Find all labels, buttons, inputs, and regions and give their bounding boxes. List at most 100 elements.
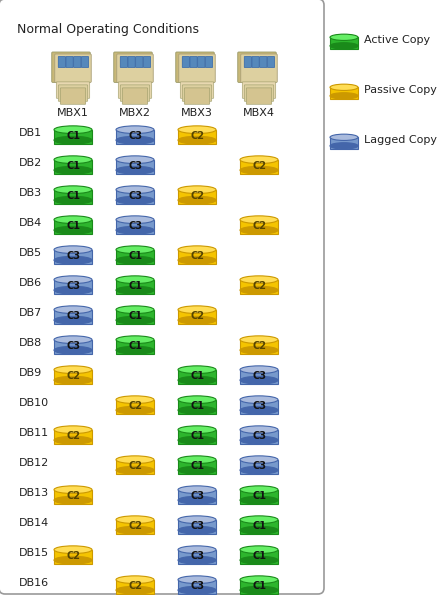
FancyBboxPatch shape <box>0 0 324 594</box>
Ellipse shape <box>330 43 358 49</box>
Ellipse shape <box>116 186 154 193</box>
Ellipse shape <box>330 34 358 40</box>
Ellipse shape <box>54 376 92 384</box>
Ellipse shape <box>240 396 278 403</box>
FancyBboxPatch shape <box>238 52 276 82</box>
Text: C3: C3 <box>66 311 80 321</box>
Text: C3: C3 <box>128 131 142 141</box>
Text: C2: C2 <box>66 431 80 441</box>
Ellipse shape <box>54 216 92 224</box>
FancyBboxPatch shape <box>54 430 92 444</box>
Text: C2: C2 <box>128 521 142 531</box>
Text: Active Copy: Active Copy <box>364 35 430 45</box>
Text: C1: C1 <box>190 461 204 471</box>
Ellipse shape <box>178 366 216 374</box>
Ellipse shape <box>240 516 278 524</box>
Ellipse shape <box>178 456 216 464</box>
FancyBboxPatch shape <box>178 490 216 504</box>
Ellipse shape <box>178 126 216 133</box>
Text: DB5: DB5 <box>19 248 42 258</box>
Ellipse shape <box>54 346 92 354</box>
Text: C1: C1 <box>128 281 142 291</box>
Ellipse shape <box>330 134 358 140</box>
Ellipse shape <box>116 196 154 204</box>
FancyBboxPatch shape <box>240 220 278 234</box>
FancyBboxPatch shape <box>190 57 197 67</box>
Ellipse shape <box>54 156 92 164</box>
FancyBboxPatch shape <box>182 57 190 67</box>
Ellipse shape <box>116 516 154 524</box>
FancyBboxPatch shape <box>116 519 154 534</box>
Ellipse shape <box>240 436 278 444</box>
FancyBboxPatch shape <box>116 190 154 204</box>
Text: C3: C3 <box>190 491 204 501</box>
Ellipse shape <box>178 466 216 474</box>
Ellipse shape <box>178 516 216 524</box>
Ellipse shape <box>116 226 154 234</box>
Ellipse shape <box>240 527 278 534</box>
Ellipse shape <box>178 556 216 564</box>
FancyBboxPatch shape <box>114 52 152 82</box>
Ellipse shape <box>240 286 278 294</box>
Text: C1: C1 <box>66 191 80 201</box>
Ellipse shape <box>116 586 154 594</box>
Ellipse shape <box>178 426 216 434</box>
FancyBboxPatch shape <box>116 250 154 264</box>
Text: C1: C1 <box>128 311 142 321</box>
Text: DB12: DB12 <box>19 458 49 468</box>
FancyBboxPatch shape <box>240 159 278 174</box>
FancyBboxPatch shape <box>54 369 92 384</box>
FancyBboxPatch shape <box>178 550 216 564</box>
Ellipse shape <box>178 546 216 553</box>
Ellipse shape <box>240 546 278 553</box>
Ellipse shape <box>54 546 92 553</box>
Text: DB4: DB4 <box>19 218 42 228</box>
Ellipse shape <box>116 156 154 164</box>
Ellipse shape <box>54 126 92 133</box>
Ellipse shape <box>116 306 154 314</box>
Ellipse shape <box>240 366 278 374</box>
FancyBboxPatch shape <box>56 82 90 98</box>
FancyBboxPatch shape <box>178 460 216 474</box>
Text: DB11: DB11 <box>19 428 49 438</box>
Text: C3: C3 <box>190 551 204 561</box>
Ellipse shape <box>330 84 358 90</box>
Ellipse shape <box>116 346 154 354</box>
FancyBboxPatch shape <box>244 57 251 67</box>
Text: C3: C3 <box>128 221 142 231</box>
FancyBboxPatch shape <box>116 580 154 594</box>
Text: Passive Copy: Passive Copy <box>364 85 437 95</box>
FancyBboxPatch shape <box>116 130 154 144</box>
Text: C3: C3 <box>128 191 142 201</box>
FancyBboxPatch shape <box>54 220 92 234</box>
Ellipse shape <box>54 226 92 234</box>
FancyBboxPatch shape <box>240 369 278 384</box>
FancyBboxPatch shape <box>58 85 88 101</box>
FancyBboxPatch shape <box>128 57 135 67</box>
Ellipse shape <box>178 436 216 444</box>
Ellipse shape <box>54 136 92 144</box>
Text: C2: C2 <box>252 281 266 291</box>
Ellipse shape <box>240 346 278 354</box>
Text: DB14: DB14 <box>19 518 49 528</box>
Ellipse shape <box>178 586 216 594</box>
FancyBboxPatch shape <box>330 137 358 149</box>
Ellipse shape <box>116 276 154 284</box>
Text: C1: C1 <box>252 551 266 561</box>
Ellipse shape <box>240 406 278 414</box>
FancyBboxPatch shape <box>54 190 92 204</box>
FancyBboxPatch shape <box>242 82 276 98</box>
Ellipse shape <box>116 527 154 534</box>
Text: MBX4: MBX4 <box>243 108 275 118</box>
Ellipse shape <box>54 436 92 444</box>
Text: DB13: DB13 <box>19 488 49 498</box>
Ellipse shape <box>116 256 154 264</box>
Ellipse shape <box>240 426 278 434</box>
Text: C3: C3 <box>252 371 266 381</box>
Ellipse shape <box>178 256 216 264</box>
Text: C2: C2 <box>190 311 204 321</box>
FancyBboxPatch shape <box>54 550 92 564</box>
Ellipse shape <box>116 286 154 294</box>
Text: C1: C1 <box>128 251 142 261</box>
Text: C2: C2 <box>66 371 80 381</box>
